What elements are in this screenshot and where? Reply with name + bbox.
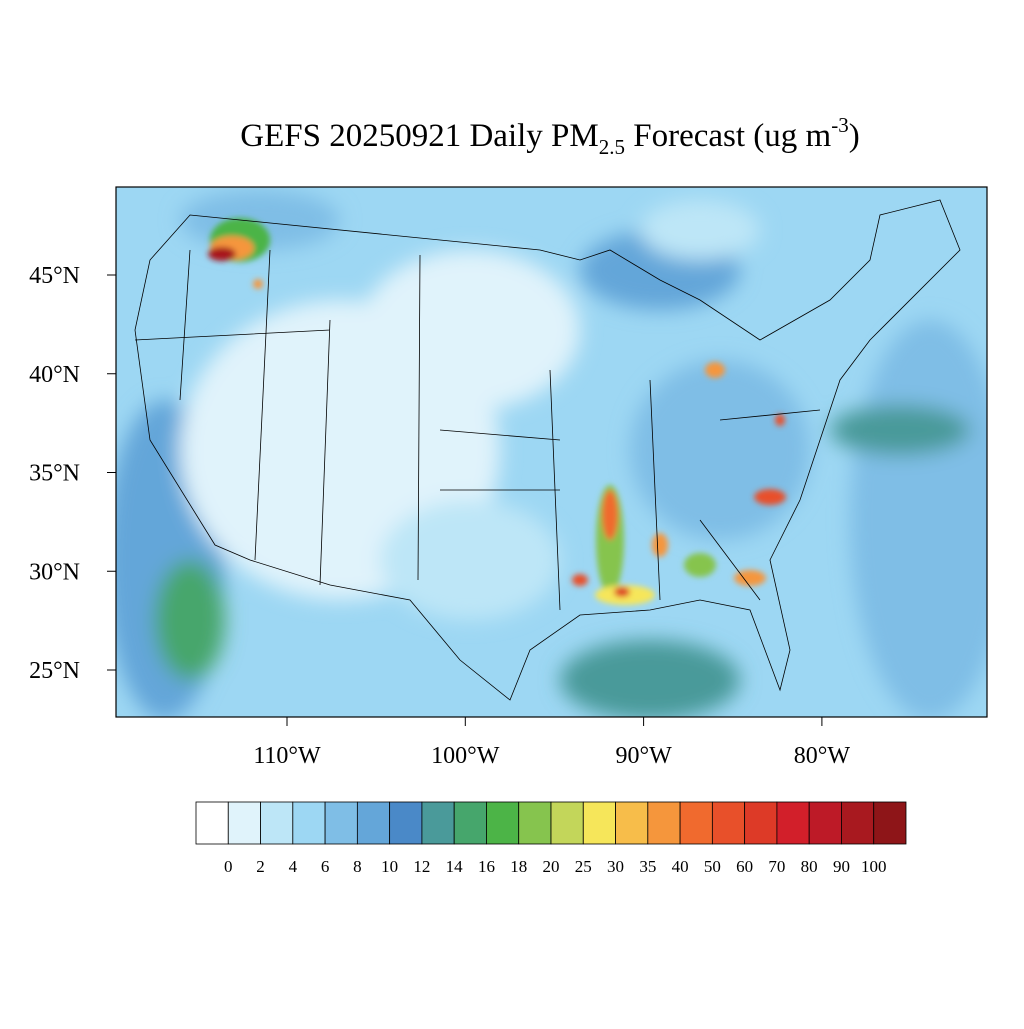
colorbar-box	[808, 801, 842, 845]
colorbar-box	[776, 801, 810, 845]
colorbar-label: 12	[413, 857, 430, 876]
colorbar-label: 6	[321, 857, 330, 876]
title-superscript: -3	[831, 113, 849, 137]
colorbar-label: 10	[381, 857, 398, 876]
lat-label: 30°N	[29, 559, 80, 585]
colorbar-label: 35	[639, 857, 656, 876]
colorbar-box	[615, 801, 649, 845]
colorbar-box	[227, 801, 261, 845]
colorbar-label: 80	[801, 857, 818, 876]
colorbar-box	[453, 801, 487, 845]
colorbar-box	[550, 801, 584, 845]
colorbar-box	[841, 801, 875, 845]
colorbar-label: 8	[353, 857, 362, 876]
map-title: GEFS 20250921 Daily PM2.5 Forecast (ug m…	[240, 113, 859, 159]
colorbar-label: 40	[672, 857, 689, 876]
colorbar-label: 18	[510, 857, 527, 876]
lon-label: 80°W	[794, 743, 851, 769]
colorbar-label: 60	[736, 857, 753, 876]
colorbar-label: 25	[575, 857, 592, 876]
colorbar: 0 2 4 6 8 10 12 14 16 18 20 25 30 35 40 50 60 70 80 90 100	[195, 801, 907, 876]
title-rest: Forecast (ug m	[625, 118, 832, 154]
colorbar-label: 90	[833, 857, 850, 876]
colorbar-box	[260, 801, 294, 845]
colorbar-box	[873, 801, 907, 845]
lon-label: 110°W	[253, 743, 321, 769]
colorbar-box	[356, 801, 391, 845]
lon-label: 100°W	[431, 743, 500, 769]
axes: 45°N 40°N 35°N 30°N 25°N 110°W 100°W 90°W 80°W	[29, 263, 850, 769]
colorbar-box	[744, 801, 778, 845]
colorbar-box	[389, 801, 423, 845]
colorbar-box	[679, 801, 713, 845]
colorbar-box	[292, 801, 326, 845]
lat-label: 40°N	[29, 362, 80, 388]
colorbar-label: 30	[607, 857, 624, 876]
colorbar-label: 16	[478, 857, 495, 876]
colorbar-box	[518, 801, 552, 845]
colorbar-box	[647, 801, 681, 845]
map-frame	[115, 186, 988, 718]
colorbar-label: 50	[704, 857, 721, 876]
title-main: GEFS 20250921 Daily PM	[240, 118, 598, 154]
colorbar-label: 2	[256, 857, 265, 876]
colorbar-box	[324, 801, 358, 845]
title-end: )	[849, 118, 860, 154]
colorbar-label: 20	[543, 857, 560, 876]
colorbar-label: 4	[289, 857, 298, 876]
colorbar-label: 70	[768, 857, 785, 876]
colorbar-box	[195, 801, 229, 845]
pm25-field	[116, 187, 987, 717]
title-subscript: 2.5	[599, 135, 625, 159]
lon-label: 90°W	[615, 743, 672, 769]
colorbar-box	[711, 801, 746, 845]
colorbar-box	[421, 801, 455, 845]
colorbar-label: 0	[224, 857, 233, 876]
colorbar-box	[582, 801, 616, 845]
colorbar-label: 14	[446, 857, 464, 876]
lat-label: 35°N	[29, 461, 80, 487]
lat-label: 45°N	[29, 263, 80, 289]
colorbar-label: 100	[861, 857, 887, 876]
colorbar-box	[486, 801, 520, 845]
lat-label: 25°N	[29, 658, 80, 684]
